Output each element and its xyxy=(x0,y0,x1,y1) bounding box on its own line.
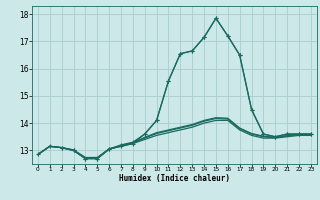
X-axis label: Humidex (Indice chaleur): Humidex (Indice chaleur) xyxy=(119,174,230,183)
